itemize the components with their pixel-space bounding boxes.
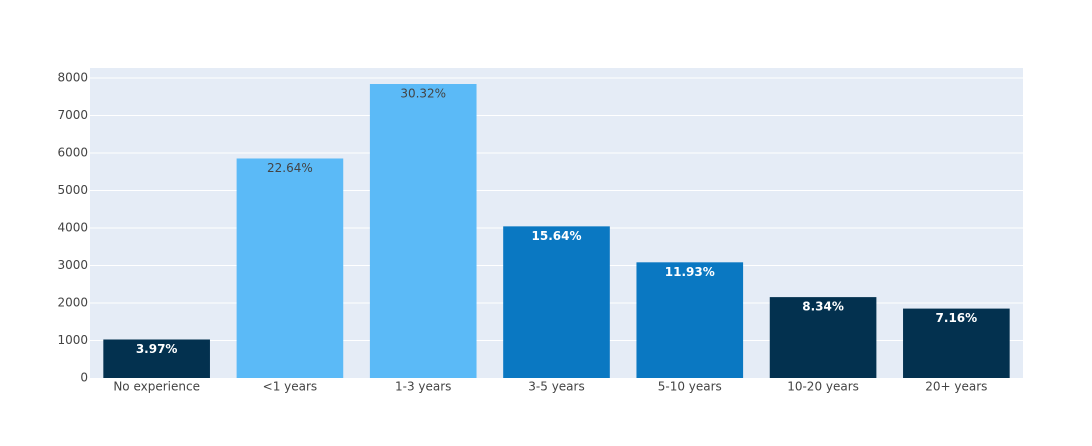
bar	[236, 158, 344, 378]
bar	[636, 262, 744, 378]
bar-label: 7.16%	[936, 311, 978, 325]
y-tick-label: 4000	[57, 221, 88, 235]
y-tick-label: 8000	[57, 71, 88, 85]
x-tick-label: 3-5 years	[528, 380, 584, 394]
bar	[503, 226, 610, 378]
bar	[769, 297, 877, 378]
bar-label: 3.97%	[136, 342, 178, 356]
y-tick-label: 2000	[57, 296, 88, 310]
bar-label: 22.64%	[267, 161, 313, 175]
x-tick-label: 1-3 years	[395, 380, 451, 394]
bar-label: 8.34%	[802, 300, 844, 314]
bar-label: 11.93%	[665, 265, 715, 279]
bar	[369, 84, 477, 379]
y-tick-label: 3000	[57, 258, 88, 272]
x-tick-label: 5-10 years	[658, 380, 722, 394]
x-tick-label: <1 years	[263, 380, 318, 394]
x-tick-label: 20+ years	[925, 380, 987, 394]
y-tick-label: 0	[80, 371, 88, 385]
bar-label: 30.32%	[400, 87, 446, 101]
y-tick-label: 5000	[57, 183, 88, 197]
x-tick-label: No experience	[113, 380, 200, 394]
x-tick-label: 10-20 years	[787, 380, 859, 394]
bar-label: 15.64%	[532, 229, 582, 243]
y-tick-label: 6000	[57, 146, 88, 160]
bar	[103, 339, 210, 378]
bar	[903, 308, 1010, 378]
y-tick-label: 1000	[57, 333, 88, 347]
y-tick-label: 7000	[57, 108, 88, 122]
